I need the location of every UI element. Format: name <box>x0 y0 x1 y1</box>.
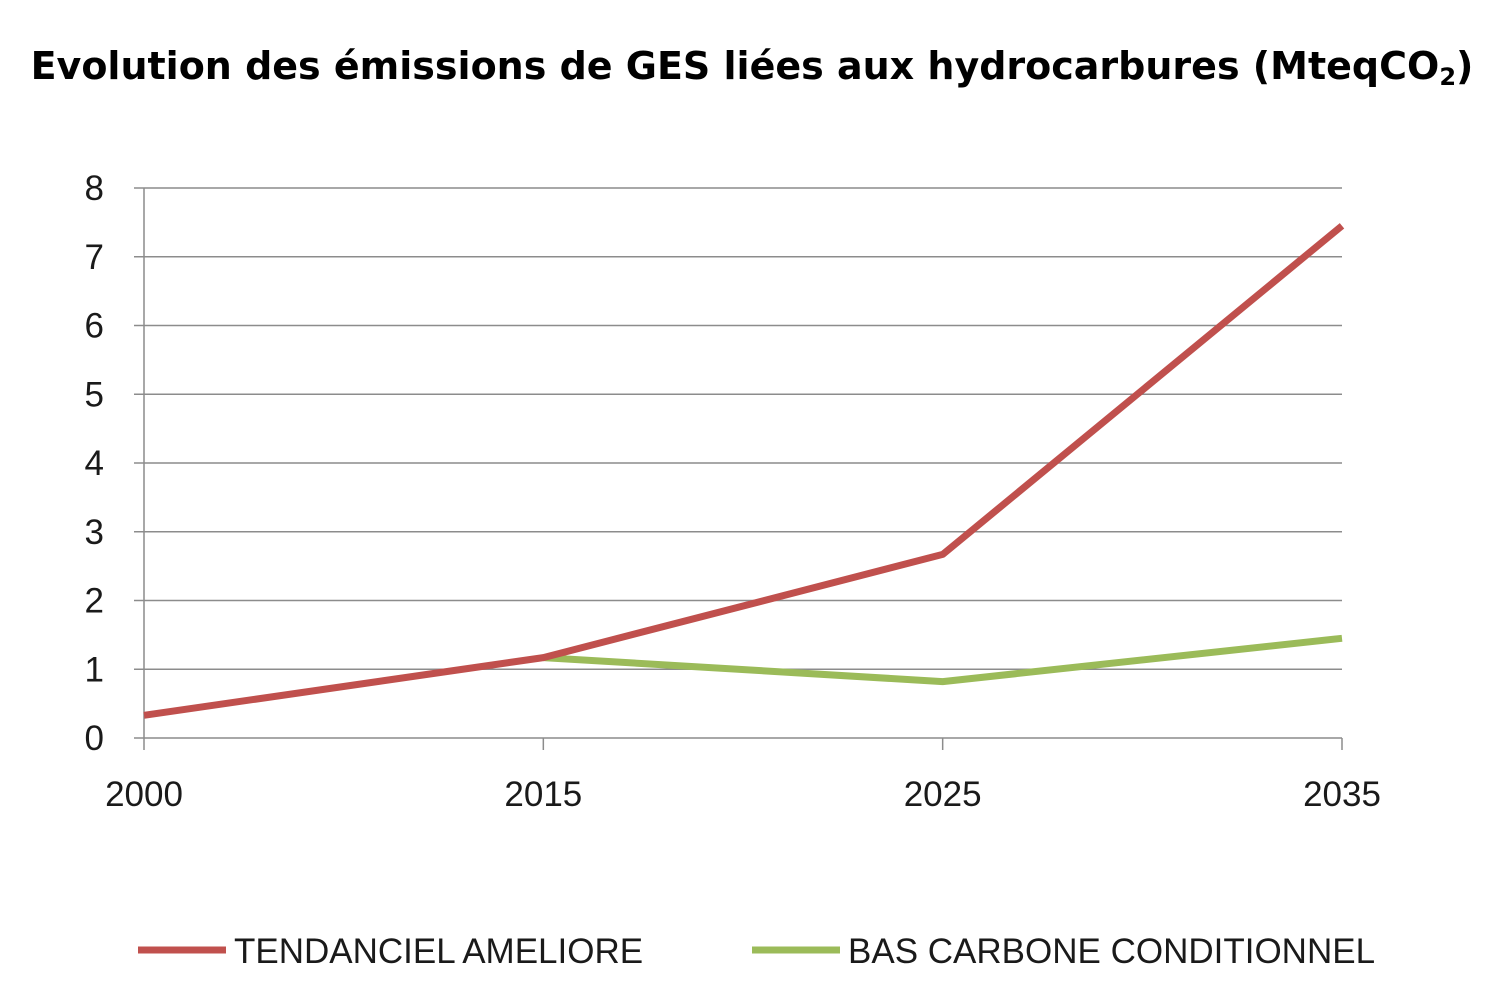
x-tick-label: 2015 <box>504 775 582 814</box>
y-tick-label: 5 <box>85 375 104 414</box>
y-tick-label: 0 <box>85 719 104 758</box>
chart-title-text: Evolution des émissions de GES liées aux… <box>30 44 1440 88</box>
y-tick-label: 2 <box>85 582 104 621</box>
gridlines <box>144 187 1342 670</box>
legend-label-1: BAS CARBONE CONDITIONNEL <box>848 932 1375 971</box>
series-line-0 <box>143 223 1345 719</box>
legend: TENDANCIEL AMELIORE BAS CARBONE CONDITION… <box>138 932 1375 971</box>
x-tick-label: 2025 <box>904 775 982 814</box>
y-tick-label: 1 <box>85 650 104 689</box>
y-tick-label: 7 <box>85 238 104 277</box>
chart-title: Evolution des émissions de GES liées aux… <box>0 44 1504 91</box>
series-line-1 <box>543 634 1343 686</box>
y-tick-label: 3 <box>85 513 104 552</box>
axes: 0 1 2 3 4 5 6 7 8 2000 2015 2025 2035 <box>85 169 1381 814</box>
y-tick-label: 8 <box>85 169 104 208</box>
x-tick-label: 2000 <box>105 775 183 814</box>
chart-title-subscript: 2 <box>1439 63 1457 91</box>
chart-title-suffix: ) <box>1456 44 1474 88</box>
legend-label-0: TENDANCIEL AMELIORE <box>234 932 643 971</box>
y-tick-label: 4 <box>85 444 104 483</box>
x-tick-label: 2035 <box>1303 775 1381 814</box>
series-lines <box>143 223 1345 719</box>
y-tick-label: 6 <box>85 307 104 346</box>
